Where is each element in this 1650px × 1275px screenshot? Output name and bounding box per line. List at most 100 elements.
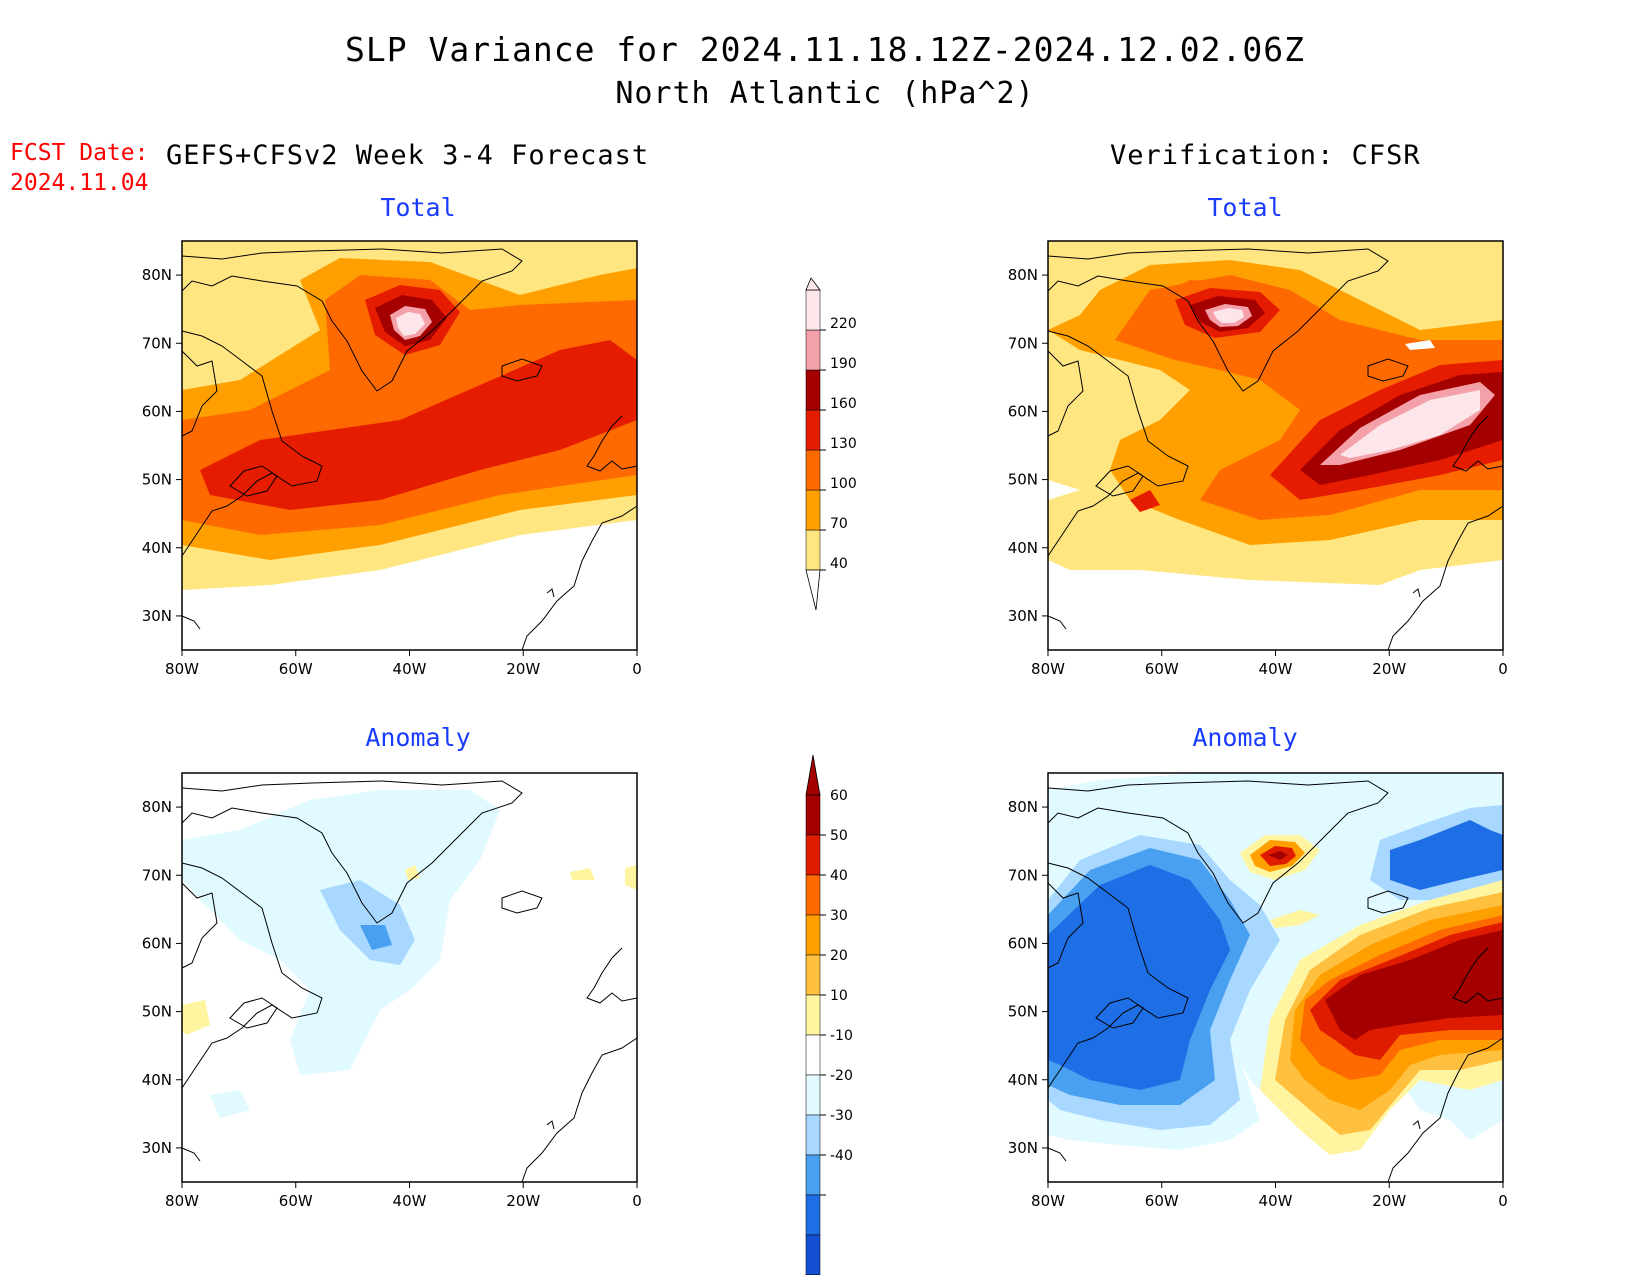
lon-tick-label: 60W: [1145, 1192, 1179, 1210]
coastline-segment: [1367, 358, 1409, 382]
colorbar-segment: [805, 1234, 821, 1275]
coastline-segment: [181, 350, 218, 437]
lon-tick-label: 80W: [165, 660, 199, 678]
colorbar-segment: [805, 914, 821, 956]
colorbar-segment: [805, 369, 821, 411]
lat-tick-label: 40N: [1008, 539, 1038, 557]
lat-tick-label: 80N: [142, 798, 172, 816]
colorbar-segment: [805, 1194, 821, 1236]
panel-title-verification-total: Total: [1207, 193, 1283, 222]
lat-tick-label: 50N: [1008, 471, 1038, 489]
lon-tick-label: 60W: [279, 1192, 313, 1210]
coastline-segment: [501, 890, 543, 914]
coastline-segment: [1047, 350, 1084, 437]
lon-tick-label: 20W: [506, 1192, 540, 1210]
coastline-segment: [586, 415, 638, 472]
lon-tick-label: 60W: [1145, 660, 1179, 678]
lat-tick-label: 60N: [1008, 402, 1038, 420]
coastline-segment: [1047, 862, 1189, 1089]
colorbar-label: -30: [830, 1108, 853, 1124]
coastline-segment: [1047, 780, 1389, 924]
colorbar-segment: [805, 994, 821, 1036]
colorbar-segment: [805, 874, 821, 916]
coastline-segment: [1387, 505, 1504, 651]
colorbar-total: 40 70 100 130 160 190 220: [805, 277, 857, 611]
lat-tick-label: 60N: [142, 934, 172, 952]
map-panel-verification-total: [1047, 240, 1504, 651]
panel-title-forecast-anomaly: Anomaly: [365, 723, 471, 752]
colorbar-segment: [805, 529, 821, 571]
lat-tick-label: 70N: [1008, 866, 1038, 884]
coastline-segment: [1452, 947, 1504, 1004]
coastline-segment: [1047, 615, 1067, 630]
colorbar-end-low: [805, 569, 821, 611]
lon-tick-label: 0: [1498, 1192, 1508, 1210]
lat-tick-label: 80N: [142, 266, 172, 284]
coastline-segment: [521, 1037, 638, 1183]
axis-ticks: 80W 60W 40W 20W 0 80N 70N 60N 50N 40N 30N 80W 60W 40W…: [142, 266, 1508, 1210]
fcst-date-value: 2024.11.04: [10, 170, 149, 196]
colorbar-end-high: [805, 277, 821, 291]
lon-tick-label: 0: [632, 660, 642, 678]
coastline-segment: [521, 505, 638, 651]
forecast-heading: GEFS+CFSv2 Week 3-4 Forecast: [166, 140, 650, 171]
lon-tick-label: 0: [1498, 660, 1508, 678]
colorbar-segment: [805, 954, 821, 996]
coastline-segment: [546, 1120, 555, 1130]
lat-tick-label: 50N: [1008, 1003, 1038, 1021]
lon-tick-label: 40W: [1259, 1192, 1293, 1210]
coastline-segment: [181, 330, 323, 557]
coastline-segment: [181, 615, 201, 630]
coastline-segment: [546, 588, 555, 598]
colorbar-segment: [805, 834, 821, 876]
colorbar-label: 40: [830, 556, 848, 572]
lat-tick-label: 30N: [1008, 1139, 1038, 1157]
coastline-segment: [1095, 465, 1144, 497]
lat-tick-label: 30N: [142, 607, 172, 625]
lat-tick-label: 70N: [142, 334, 172, 352]
lon-tick-label: 80W: [1031, 660, 1065, 678]
colorbar-label: 70: [830, 516, 848, 532]
coastline-forecast-total: [181, 248, 638, 651]
colorbar-label: 130: [830, 436, 857, 452]
colorbar-label: 20: [830, 948, 848, 964]
lon-tick-label: 40W: [393, 1192, 427, 1210]
coastline-verification-total: [1047, 248, 1504, 651]
coastline-segment: [181, 862, 323, 1089]
colorbar-label: -20: [830, 1068, 853, 1084]
lon-tick-label: 20W: [1372, 1192, 1406, 1210]
coastline-segment: [1412, 1120, 1421, 1130]
coastline-segment: [229, 997, 278, 1029]
lat-tick-label: 60N: [142, 402, 172, 420]
lat-tick-label: 70N: [1008, 334, 1038, 352]
coastline-segment: [229, 465, 278, 497]
coastline-segment: [1047, 330, 1189, 557]
fcst-date-label: FCST Date:: [10, 140, 149, 166]
colorbar-label: 220: [830, 316, 857, 332]
colorbar-label: -10: [830, 1028, 853, 1044]
coastline-segment: [181, 1147, 201, 1162]
colorbar-segment: [805, 1154, 821, 1196]
verification-heading: Verification: CFSR: [1110, 140, 1421, 171]
coastline-segment: [181, 248, 523, 392]
coastline-forecast-anomaly: [181, 780, 638, 1183]
panel-title-verification-anomaly: Anomaly: [1192, 723, 1298, 752]
lat-tick-label: 40N: [142, 539, 172, 557]
colorbar-label: 10: [830, 988, 848, 1004]
lat-tick-label: 80N: [1008, 798, 1038, 816]
coastline-verification-anomaly: [1047, 780, 1504, 1183]
colorbar-label: 160: [830, 396, 857, 412]
lon-tick-label: 20W: [1372, 660, 1406, 678]
coastline-segment: [1047, 1147, 1067, 1162]
coastline-segment: [181, 780, 523, 924]
map-panel-forecast-total: [181, 240, 638, 651]
colorbar-segment: [805, 794, 821, 836]
colorbar-segment: [805, 1034, 821, 1076]
lat-tick-label: 30N: [1008, 607, 1038, 625]
lon-tick-label: 40W: [1259, 660, 1293, 678]
colorbar-anomaly: 60 50 40 30 20 10 -10 -20 -30 -40: [805, 754, 853, 1275]
colorbar-label: 30: [830, 908, 848, 924]
lat-tick-label: 50N: [142, 471, 172, 489]
coastline-segment: [501, 358, 543, 382]
colorbar-label: -40: [830, 1148, 853, 1164]
